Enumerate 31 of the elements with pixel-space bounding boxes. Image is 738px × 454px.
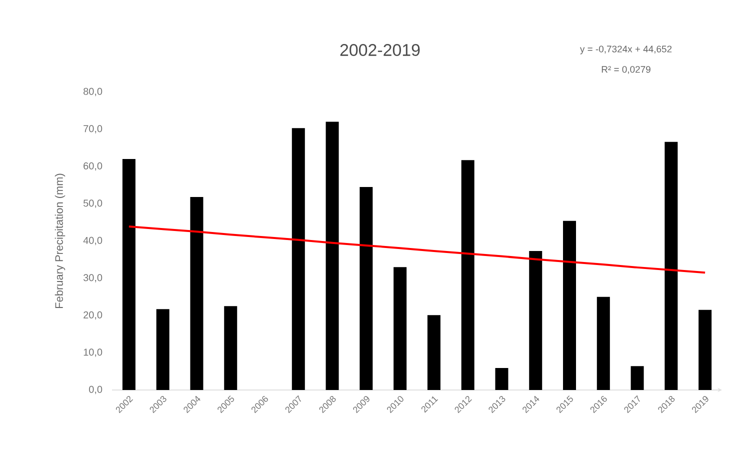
chart-title: 2002-2019 — [340, 44, 420, 56]
bar — [156, 309, 170, 390]
bar — [122, 159, 136, 390]
y-tick-label: 30,0 — [83, 274, 102, 282]
y-tick-label: 10,0 — [84, 348, 102, 357]
bar — [529, 251, 542, 390]
bar — [394, 267, 407, 390]
y-tick-label: 70,0 — [84, 125, 102, 134]
bar — [292, 128, 305, 390]
y-tick-label: 80,0 — [84, 88, 102, 96]
y-tick-label: 50,0 — [84, 200, 102, 208]
y-tick-label: 0,0 — [89, 386, 102, 394]
y-tick-label: 60,0 — [84, 162, 102, 171]
bar — [563, 220, 576, 390]
bar — [427, 315, 440, 390]
bar — [630, 366, 644, 390]
bar — [360, 186, 373, 390]
line-series — [128, 225, 706, 274]
bar — [698, 310, 712, 390]
bar — [190, 197, 204, 390]
y-tick-label: 40,0 — [83, 236, 102, 246]
y-axis-title: February Precipitation (mm) — [54, 174, 66, 308]
bar — [495, 368, 508, 390]
bar — [596, 296, 610, 390]
bar — [326, 122, 339, 390]
text: R² = 0,0279 — [602, 66, 650, 74]
bar — [461, 160, 474, 390]
text: y = -0,7324x + 44,652 — [580, 46, 672, 54]
bar — [224, 306, 238, 390]
y-tick-label: 20,0 — [84, 311, 102, 320]
bar — [664, 142, 678, 390]
